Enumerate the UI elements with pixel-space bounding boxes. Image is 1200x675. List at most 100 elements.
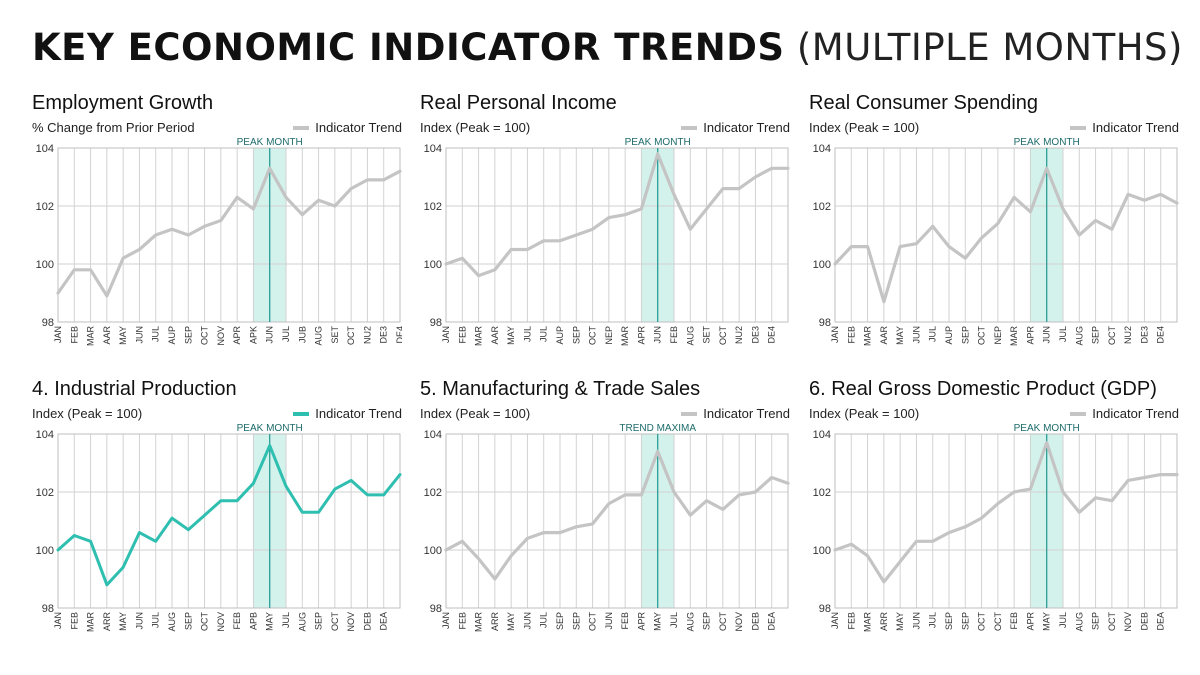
x-tick-label: JUN	[911, 612, 921, 630]
data-point	[721, 508, 725, 511]
chart-legend: Indicator Trend	[681, 406, 790, 421]
data-point	[268, 167, 271, 170]
data-point	[56, 548, 60, 552]
chart-panel-real-gdp: 6. Real Gross Domestic Product (GDP) Ind…	[809, 378, 1179, 668]
x-tick-label: NEP	[604, 326, 614, 345]
data-point	[89, 268, 92, 271]
line-chart: 98 100 102 104 TREND MAXIMA JAN FEB MAR ARR MAY JU…	[424, 423, 790, 632]
chart-subtitle: % Change from Prior Period	[32, 120, 195, 135]
data-point	[980, 236, 983, 240]
data-point	[252, 482, 255, 485]
x-tick-label: FEB	[457, 326, 467, 344]
data-point	[1078, 511, 1081, 514]
x-tick-label: AUP	[555, 326, 565, 345]
data-point	[623, 493, 627, 497]
data-point	[542, 531, 545, 534]
data-point	[1094, 496, 1097, 499]
peak-label: PEAK MONTH	[625, 137, 691, 148]
data-point	[493, 268, 497, 271]
y-tick-label: 104	[36, 429, 54, 441]
x-tick-label: ARR	[879, 612, 889, 632]
chart-panel-real-consumer-spending: Real Consumer Spending Index (Peak = 100…	[809, 92, 1179, 382]
data-point	[1175, 201, 1179, 205]
legend-label: Indicator Trend	[703, 120, 790, 135]
x-tick-label: JAN	[441, 612, 451, 629]
x-tick-label: JUL	[669, 612, 679, 628]
x-tick-label: OCT	[330, 612, 340, 632]
plot-frame	[445, 433, 789, 609]
x-tick-label: JUN	[522, 612, 532, 630]
data-point	[121, 257, 125, 260]
x-tick-label: FEB	[457, 612, 467, 630]
x-tick-label: JUN	[604, 612, 614, 630]
data-point	[607, 216, 611, 219]
x-tick-label: FEB	[69, 612, 79, 630]
data-point	[898, 560, 902, 563]
data-point	[850, 245, 853, 248]
data-point	[575, 233, 578, 237]
data-point	[1126, 479, 1130, 482]
data-point	[915, 242, 918, 245]
x-tick-label: OCT	[200, 612, 210, 632]
chart-panel-industrial-production: 4. Industrial Production Index (Peak = 1…	[32, 378, 402, 668]
chart-title: Real Personal Income	[420, 92, 617, 114]
x-tick-label: NOV	[216, 612, 226, 632]
x-tick-label: AUG	[1074, 612, 1084, 632]
x-tick-label: APR	[1025, 612, 1035, 631]
x-tick-label: NEP	[993, 326, 1003, 345]
x-tick-label: DE3	[1139, 326, 1149, 344]
x-tick-label: DEA	[1156, 612, 1166, 631]
line-chart: 98 100 102 104 PEAK MONTH JAN FEB MAR ARR MAY JUN J…	[813, 423, 1179, 632]
data-point	[1159, 473, 1162, 476]
page-title-bold: KEY ECONOMIC INDICATOR TRENDS	[32, 26, 785, 69]
y-tick-label: 104	[424, 429, 442, 441]
x-tick-label: MAR	[620, 326, 630, 347]
data-point	[947, 245, 951, 248]
x-tick-label: OCT	[993, 612, 1003, 632]
data-point	[623, 213, 627, 216]
data-point	[509, 248, 513, 251]
chart-legend: Indicator Trend	[1070, 120, 1179, 135]
x-tick-label: SEP	[571, 326, 581, 344]
x-tick-label: DEB	[750, 612, 760, 631]
x-tick-label: AUG	[314, 326, 324, 346]
x-tick-label: NU2	[734, 326, 744, 344]
data-point	[1061, 490, 1065, 494]
x-tick-label: ARR	[102, 612, 112, 632]
legend-swatch	[293, 125, 310, 130]
data-point	[786, 167, 790, 170]
chart-legend: Indicator Trend	[293, 406, 402, 421]
data-point	[398, 473, 402, 476]
x-tick-label: SEP	[183, 612, 193, 630]
data-point	[301, 511, 304, 514]
x-tick-label: MAR	[474, 326, 484, 347]
x-tick-label: MAY	[118, 326, 128, 345]
x-tick-label: JAN	[830, 326, 840, 343]
data-point	[721, 187, 725, 190]
x-tick-label: AUG	[685, 326, 695, 346]
x-tick-label: APR	[232, 326, 242, 345]
x-tick-label: JUL	[1058, 612, 1068, 628]
page-title-light: (MULTIPLE MONTHS)	[796, 26, 1183, 69]
y-tick-label: 100	[424, 259, 442, 271]
data-point	[754, 175, 757, 179]
data-point	[219, 219, 223, 222]
data-point	[1110, 228, 1114, 231]
x-tick-label: AUG	[297, 612, 307, 632]
x-tick-label: AAR	[490, 326, 500, 345]
chart-legend: Indicator Trend	[293, 120, 402, 135]
x-tick-label: MAY	[895, 612, 905, 631]
series-line	[444, 449, 790, 581]
chart-panel-real-personal-income: Real Personal Income Index (Peak = 100) …	[420, 92, 790, 382]
x-tick-label: SEP	[960, 326, 970, 344]
y-tick-label: 100	[36, 259, 54, 271]
data-point	[915, 540, 918, 543]
x-tick-label: FEB	[846, 612, 856, 630]
x-tick-label: OCT	[200, 326, 210, 346]
data-point	[268, 444, 271, 447]
data-point	[382, 493, 385, 497]
x-tick-label: NOV	[216, 326, 226, 346]
x-tick-label: AUG	[685, 612, 695, 632]
data-point	[737, 493, 741, 497]
data-point	[121, 566, 125, 569]
